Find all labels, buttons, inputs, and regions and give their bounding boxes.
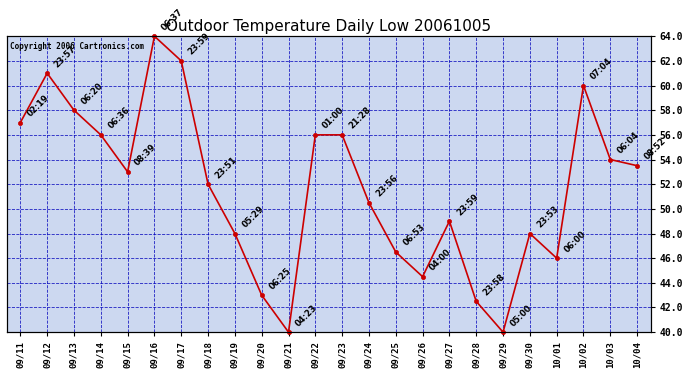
Text: 08:52: 08:52 [642, 136, 668, 162]
Title: Outdoor Temperature Daily Low 20061005: Outdoor Temperature Daily Low 20061005 [166, 19, 491, 34]
Text: 04:23: 04:23 [294, 303, 319, 328]
Text: Copyright 2006 Cartronics.com: Copyright 2006 Cartronics.com [10, 42, 144, 51]
Text: 23:56: 23:56 [375, 173, 400, 198]
Text: 06:04: 06:04 [616, 130, 641, 155]
Text: 23:58: 23:58 [482, 272, 507, 297]
Text: 23:59: 23:59 [455, 192, 480, 217]
Text: 08:39: 08:39 [133, 142, 158, 168]
Text: 06:36: 06:36 [106, 105, 132, 131]
Text: 21:28: 21:28 [348, 105, 373, 131]
Text: 06:00: 06:00 [562, 229, 587, 254]
Text: 06:20: 06:20 [79, 81, 105, 106]
Text: 05:29: 05:29 [240, 204, 266, 230]
Text: 23:57: 23:57 [52, 44, 78, 69]
Text: 06:25: 06:25 [267, 266, 293, 291]
Text: 02:19: 02:19 [26, 93, 51, 118]
Text: 06:37: 06:37 [160, 7, 185, 32]
Text: 01:00: 01:00 [321, 106, 346, 131]
Text: 23:51: 23:51 [214, 155, 239, 180]
Text: 07:04: 07:04 [589, 56, 614, 81]
Text: 05:00: 05:00 [509, 303, 533, 328]
Text: 23:59: 23:59 [187, 32, 212, 57]
Text: 06:53: 06:53 [402, 223, 426, 248]
Text: 23:53: 23:53 [535, 204, 560, 230]
Text: 04:00: 04:00 [428, 248, 453, 273]
